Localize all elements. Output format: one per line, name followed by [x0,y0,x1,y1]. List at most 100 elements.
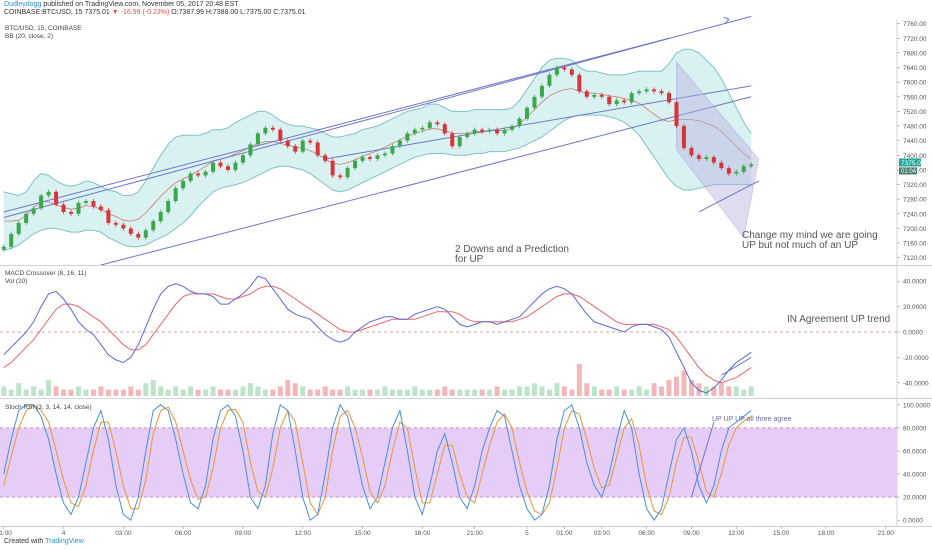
volume-bar [83,389,89,396]
stoch-tick-label: 0.0000 [903,518,923,525]
symbol-legend: BTC/USD, 15, COINBASE [5,25,82,32]
candle [749,164,754,167]
price-tick-label: 7120.00 [903,255,927,262]
volume-bar [412,386,418,396]
candle [61,204,66,212]
candle [233,162,238,170]
volume-bar [696,383,702,396]
bollinger-upper [3,48,752,197]
candle [330,160,335,176]
volume-bar [659,386,665,396]
volume-bar [374,389,380,396]
candle [39,195,44,209]
volume-bar [345,386,351,396]
candle [76,202,81,214]
stoch-tick-label: 20.0000 [903,495,927,502]
volume-bar [539,386,545,396]
time-tick-label: 06:00 [638,530,655,537]
volume-bar [576,364,582,396]
price-tick-label: 7280.00 [903,197,927,204]
candle [166,201,171,212]
channel-arrowhead [723,16,730,25]
volume-bar [688,380,694,396]
note-change-mind-2: UP but not much of an UP [742,240,858,251]
candle [54,191,59,205]
price-tick-label: 7200.00 [903,226,927,233]
volume-bar [546,389,552,396]
volume-bar [322,386,328,396]
volume-bar [23,389,29,396]
last-price-label: 7375.01 [901,160,925,167]
candle [158,211,163,222]
volume-bar [591,386,597,396]
price-tick-label: 7560.00 [903,94,927,101]
macd-legend: MACD Crossover (8, 16, 11) [5,270,87,277]
candle [218,162,223,167]
stoch-d-line [3,404,752,516]
time-tick-label: 18:00 [414,530,431,537]
volume-bar [524,386,530,396]
candle [31,208,36,214]
volume-bar [509,389,515,396]
candle [278,129,283,141]
footer-created: Created with [4,538,44,545]
time-tick-label: 21:00 [467,530,484,537]
note-agreement: IN Agreement UP trend [787,314,890,325]
volume-bar [203,389,209,396]
volume-bar [195,389,201,396]
footer-brand[interactable]: TradingView [45,538,84,545]
candle [442,124,447,134]
volume-bar [105,389,111,396]
volume-bar [90,389,96,396]
candle [173,188,178,202]
candle [659,91,664,94]
time-tick-label: 01:00 [556,530,573,537]
stoch-tick-label: 80.0000 [903,425,927,432]
candle [547,74,552,86]
author-link[interactable]: Dudleydogg [4,1,42,8]
footer: Created with TradingView [4,538,84,545]
candle [196,173,201,176]
stoch-tick-label: 40.0000 [903,472,927,479]
macd-tick-label: 20.0000 [903,304,927,311]
price-tick-label: 7160.00 [903,241,927,248]
candle [599,94,604,97]
volume-bar [741,389,747,396]
volume-bar [8,389,14,396]
volume-bar [46,380,52,396]
stoch-band-fill [0,427,897,498]
stoch-arrow [690,421,715,498]
candle [255,133,260,145]
volume-bar [636,386,642,396]
candle [584,91,589,97]
candle [652,89,657,92]
candle [315,142,320,156]
candle [622,100,627,103]
candle [674,102,679,127]
ohlc-values: O:7387.99 H:7388.00 L:7375.00 C:7375.01 [171,9,306,16]
price-tick-label: 7480.00 [903,124,927,131]
volume-bar [307,389,313,396]
candle [9,233,14,247]
candle [420,127,425,130]
candle [539,85,544,97]
volume-bar [599,389,605,396]
candle [248,144,253,156]
volume-bar [703,386,709,396]
volume-bar [352,389,358,396]
candle [465,133,470,138]
candle [637,91,642,94]
volume-bar [367,389,373,396]
candle [696,155,701,159]
volume-bar [711,386,717,396]
volume-bar [128,386,134,396]
stoch-legend: Stoch RSI (3, 3, 14, 14, close) [5,404,92,411]
volume-bar [270,389,276,396]
macd-tick-label: 0.0000 [903,330,923,337]
volume-bar [457,389,463,396]
volume-bar [561,386,567,396]
candle [345,168,350,178]
volume-bar [120,389,126,396]
macd-tick-label: -40.0000 [903,380,929,387]
